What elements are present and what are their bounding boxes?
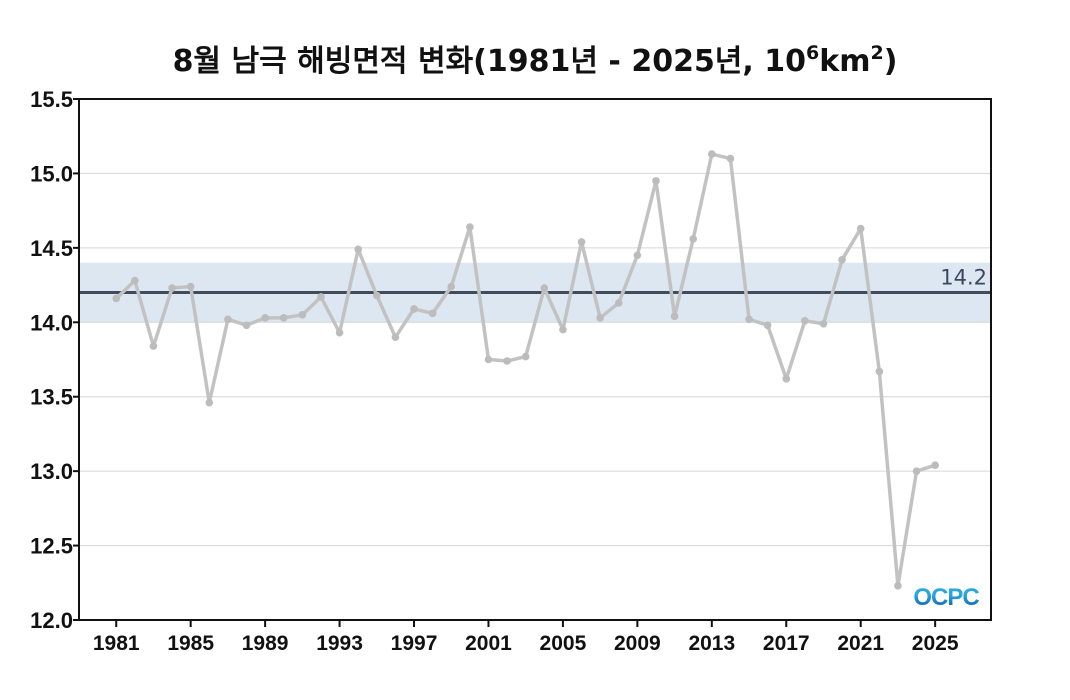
- data-point-2005: [559, 325, 567, 334]
- data-point-1984: [168, 284, 176, 292]
- data-point-1999: [447, 282, 456, 291]
- y-tick-label-14.0: 14.0: [30, 310, 73, 335]
- data-point-2025: [931, 461, 939, 469]
- data-point-2010: [652, 177, 660, 185]
- title-superscript-6: 6: [806, 42, 819, 64]
- x-tick-label-1997: 1997: [391, 632, 438, 655]
- data-point-2002: [503, 357, 511, 365]
- data-point-2012: [689, 235, 698, 243]
- x-tick-label-2005: 2005: [540, 632, 587, 655]
- chart-title: 8월 남극 해빙면적 변화(1981년 - 2025년, 106km2): [173, 42, 898, 79]
- data-point-1997: [410, 305, 418, 313]
- x-tick-label-2017: 2017: [763, 632, 810, 655]
- data-point-1982: [131, 276, 139, 285]
- data-point-2017: [782, 375, 791, 383]
- y-tick-label-13.5: 13.5: [30, 385, 73, 410]
- data-point-1993: [335, 328, 344, 337]
- x-tick-label-2013: 2013: [688, 632, 735, 655]
- data-point-2007: [596, 314, 604, 322]
- x-tick-label-2009: 2009: [614, 632, 661, 655]
- data-point-2023: [894, 581, 902, 590]
- ocpc-logo: OCPC: [913, 584, 980, 611]
- data-point-1995: [372, 291, 381, 300]
- title-superscript-2: 2: [870, 42, 883, 64]
- x-tick-label-1989: 1989: [242, 632, 289, 655]
- data-point-2008: [614, 299, 623, 307]
- data-point-2001: [484, 355, 493, 364]
- data-point-1996: [391, 333, 400, 341]
- data-point-1987: [224, 315, 232, 324]
- y-tick-label-14.5: 14.5: [30, 236, 73, 261]
- y-tick-label-12.5: 12.5: [30, 534, 73, 559]
- data-point-2018: [801, 316, 809, 325]
- data-point-2022: [875, 367, 884, 376]
- data-point-1990: [279, 314, 288, 322]
- data-point-2000: [466, 223, 474, 231]
- y-tick-label-15.5: 15.5: [30, 87, 73, 112]
- y-tick-label-15.0: 15.0: [30, 161, 73, 186]
- title-close-paren: ): [884, 44, 898, 79]
- x-tick-label-1985: 1985: [167, 632, 214, 655]
- x-tick-label-2025: 2025: [912, 632, 959, 655]
- title-unit: km: [819, 44, 870, 79]
- title-main: 8월 남극 해빙면적 변화(1981년 - 2025년, 10: [173, 44, 806, 79]
- data-point-2024: [912, 467, 921, 475]
- logo-text: OCPC: [913, 584, 979, 611]
- data-point-2009: [633, 251, 642, 260]
- data-point-1983: [149, 342, 158, 350]
- data-point-2019: [819, 319, 828, 328]
- data-point-1998: [428, 309, 437, 318]
- data-point-1991: [298, 311, 307, 319]
- data-point-1986: [205, 398, 214, 407]
- data-point-2015: [745, 315, 753, 324]
- data-point-2013: [708, 150, 716, 158]
- data-point-1992: [317, 293, 325, 301]
- data-point-1981: [112, 294, 121, 303]
- data-point-2021: [856, 224, 865, 233]
- data-point-2003: [521, 352, 530, 361]
- x-tick-label-1981: 1981: [93, 632, 140, 655]
- plot-frame: [78, 98, 992, 621]
- data-point-2011: [670, 312, 679, 321]
- series-line: [115, 152, 936, 588]
- x-tick-label-2021: 2021: [837, 632, 884, 655]
- data-point-2006: [577, 238, 586, 246]
- data-point-1994: [354, 245, 362, 254]
- data-point-2004: [540, 284, 549, 292]
- reference-label: 14.2: [940, 266, 987, 290]
- data-point-2014: [726, 154, 735, 163]
- plot-area: 14.2 12.0 12.5 13.0 13.5 14.0 14.5 15.0 15.5 1981…: [30, 87, 992, 655]
- data-point-1985: [186, 282, 195, 291]
- y-tick-label-12.0: 12.0: [30, 608, 73, 633]
- y-tick-label-13.0: 13.0: [30, 459, 73, 484]
- data-point-1989: [261, 314, 269, 322]
- data-point-2020: [838, 255, 846, 264]
- x-tick-label-2001: 2001: [465, 632, 512, 655]
- data-point-1988: [242, 321, 251, 330]
- x-tick-label-1993: 1993: [316, 632, 363, 655]
- data-point-2016: [763, 321, 772, 330]
